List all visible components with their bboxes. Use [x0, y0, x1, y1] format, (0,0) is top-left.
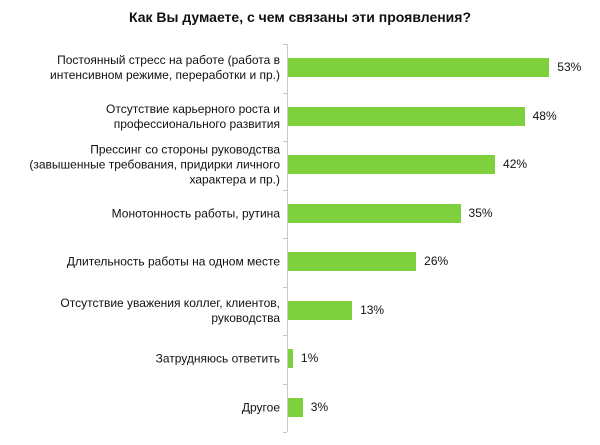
category-label: Прессинг со стороны руководства (завышенн… — [29, 142, 280, 187]
axis-tick — [283, 93, 287, 94]
bar-row: Другое 3% — [0, 384, 600, 432]
bar — [288, 349, 293, 368]
value-label: 3% — [310, 400, 329, 414]
value-label: 13% — [360, 303, 385, 317]
value-label: 42% — [503, 157, 528, 171]
category-label: Другое — [241, 400, 280, 415]
category-label: Отсутствие карьерного роста и профессиона… — [106, 102, 280, 131]
bar — [288, 398, 303, 417]
bar-row: Затрудняюсь ответить 1% — [0, 335, 600, 383]
bar-row: Отсутствие карьерного роста и профессиона… — [0, 93, 600, 141]
bar — [288, 204, 461, 223]
value-label: 1% — [300, 351, 319, 365]
bar-row: Отсутствие уважения коллег, клиентов, рук… — [0, 287, 600, 335]
category-label: Постоянный стресс на работе (работа в инт… — [50, 53, 280, 82]
value-label: 48% — [532, 109, 557, 123]
chart-title: Как Вы думаете, с чем связаны эти проявл… — [128, 9, 472, 25]
axis-tick — [283, 141, 287, 142]
bar — [288, 107, 525, 126]
bar — [288, 252, 417, 271]
bar-row: Прессинг со стороны руководства (завышенн… — [0, 141, 600, 189]
axis-tick — [283, 287, 287, 288]
y-axis-line — [287, 44, 288, 432]
value-label: 35% — [468, 206, 493, 220]
category-label: Затрудняюсь ответить — [155, 351, 280, 366]
value-label: 53% — [557, 60, 582, 74]
bar — [288, 155, 496, 174]
axis-tick — [283, 190, 287, 191]
bar — [288, 58, 550, 77]
axis-tick — [283, 432, 287, 433]
category-label: Монотонность работы, рутина — [111, 206, 280, 221]
value-label: 26% — [424, 254, 449, 268]
axis-tick — [283, 384, 287, 385]
bar — [288, 301, 353, 320]
bar-row: Постоянный стресс на работе (работа в инт… — [0, 44, 600, 92]
category-label: Отсутствие уважения коллег, клиентов, рук… — [60, 296, 280, 325]
bar-row: Монотонность работы, рутина 35% — [0, 190, 600, 238]
axis-tick — [283, 44, 287, 45]
axis-tick — [283, 335, 287, 336]
category-label: Длительность работы на одном месте — [66, 254, 280, 269]
axis-tick — [283, 238, 287, 239]
bar-row: Длительность работы на одном месте 26% — [0, 238, 600, 286]
